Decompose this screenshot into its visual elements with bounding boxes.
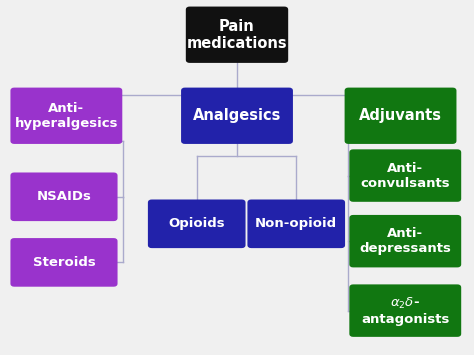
Text: Anti-
convulsants: Anti- convulsants: [360, 162, 450, 190]
FancyBboxPatch shape: [247, 200, 345, 248]
FancyBboxPatch shape: [10, 173, 118, 221]
Text: Non-opioid: Non-opioid: [255, 217, 337, 230]
Text: Opioids: Opioids: [168, 217, 225, 230]
FancyBboxPatch shape: [349, 149, 461, 202]
FancyBboxPatch shape: [10, 88, 122, 144]
FancyBboxPatch shape: [10, 238, 118, 287]
Text: $\alpha_2\delta$-
antagonists: $\alpha_2\delta$- antagonists: [361, 296, 449, 326]
FancyBboxPatch shape: [186, 6, 288, 63]
FancyBboxPatch shape: [345, 88, 456, 144]
Text: NSAIDs: NSAIDs: [36, 190, 91, 203]
Text: Analgesics: Analgesics: [193, 108, 281, 123]
Text: Pain
medications: Pain medications: [187, 18, 287, 51]
FancyBboxPatch shape: [181, 88, 293, 144]
Text: Steroids: Steroids: [33, 256, 95, 269]
FancyBboxPatch shape: [349, 284, 461, 337]
FancyBboxPatch shape: [148, 200, 246, 248]
Text: Anti-
hyperalgesics: Anti- hyperalgesics: [15, 102, 118, 130]
FancyBboxPatch shape: [349, 215, 461, 267]
Text: Adjuvants: Adjuvants: [359, 108, 442, 123]
Text: Anti-
depressants: Anti- depressants: [359, 227, 451, 255]
